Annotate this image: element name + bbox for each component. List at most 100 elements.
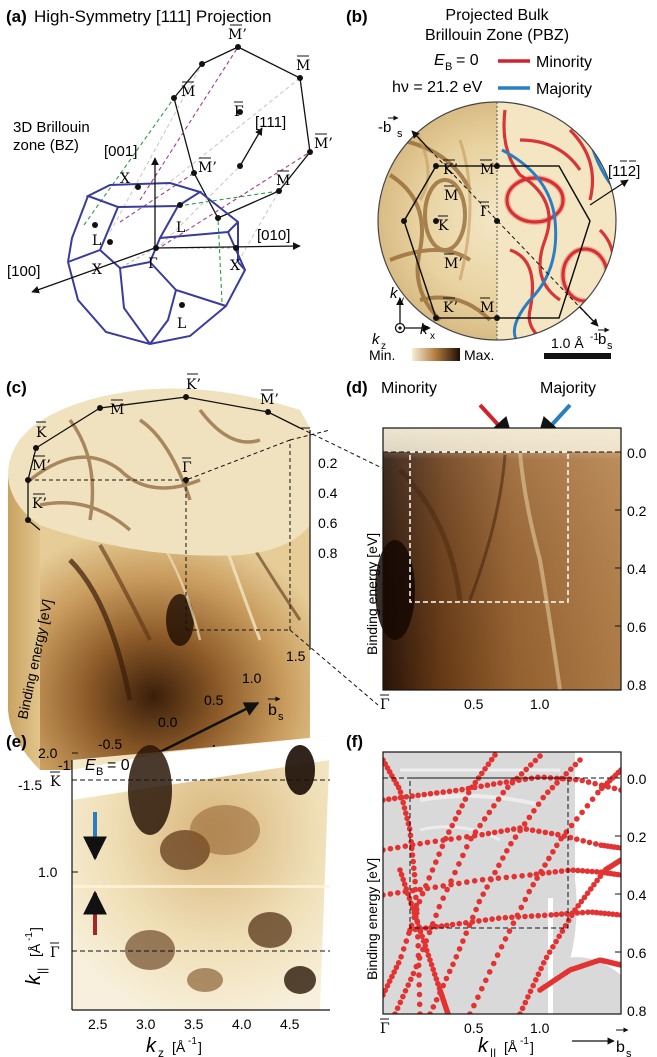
calc-band-dot bbox=[496, 863, 502, 869]
calc-band-dot bbox=[485, 782, 491, 788]
calc-band-dot bbox=[585, 803, 591, 809]
calc-band-dot bbox=[473, 780, 479, 786]
eb-label: E B = 0 bbox=[434, 52, 479, 73]
calc-band-dot bbox=[523, 1000, 529, 1006]
calc-band-dot bbox=[525, 994, 531, 1000]
calc-band-dot bbox=[456, 810, 462, 816]
arrow-majority-label: Majority bbox=[540, 380, 596, 397]
calc-band-dot bbox=[416, 963, 422, 969]
calc-band-dot bbox=[437, 904, 443, 910]
calc-band-dot bbox=[491, 803, 497, 809]
calc-band-dot bbox=[433, 913, 439, 919]
calc-band-dot bbox=[530, 983, 536, 989]
svg-text:y: y bbox=[399, 295, 404, 306]
calc-band-dot bbox=[403, 988, 409, 994]
svg-text:1.0: 1.0 bbox=[530, 696, 550, 712]
calc-band-dot bbox=[530, 827, 536, 833]
calc-band-dot bbox=[482, 766, 488, 772]
calc-band-dot bbox=[528, 989, 534, 995]
e-x-axis-label: k z [Å -1 ] bbox=[146, 1035, 202, 1057]
calc-band-dot bbox=[536, 829, 542, 835]
calc-band-dot bbox=[560, 776, 566, 782]
calc-band-dot bbox=[449, 823, 455, 829]
calc-band-dot bbox=[476, 918, 482, 924]
calc-band-dot bbox=[497, 780, 503, 786]
svg-text:]: ] bbox=[27, 927, 43, 931]
svg-text:||: || bbox=[490, 1046, 496, 1057]
calc-band-dot bbox=[392, 796, 398, 802]
svg-text:||: || bbox=[35, 968, 49, 974]
svg-text:]: ] bbox=[530, 1039, 534, 1055]
calc-band-dot bbox=[545, 789, 551, 795]
svg-text:= 0: = 0 bbox=[107, 757, 130, 774]
calc-band-dot bbox=[505, 827, 511, 833]
calc-band-dot bbox=[561, 833, 567, 839]
svg-text:K’: K’ bbox=[443, 162, 458, 178]
calc-band-dot bbox=[404, 816, 410, 822]
calc-band-dot bbox=[540, 795, 546, 801]
calc-band-dot bbox=[575, 910, 581, 916]
calc-band-dot bbox=[489, 757, 495, 763]
svg-text:B: B bbox=[445, 61, 452, 73]
svg-text:4.0: 4.0 bbox=[232, 1016, 252, 1032]
bs-minus-label: -b s bbox=[378, 118, 403, 140]
svg-text:[Å: [Å bbox=[172, 1039, 186, 1055]
calc-band-dot bbox=[417, 841, 423, 847]
svg-text:-1: -1 bbox=[24, 932, 35, 941]
calc-band-dot bbox=[450, 962, 456, 968]
calc-band-dot bbox=[404, 938, 410, 944]
calc-band-dot bbox=[488, 876, 494, 882]
f-x-ticks: Γ 0.5 1.0 bbox=[380, 1020, 550, 1037]
calc-band-dot bbox=[516, 914, 522, 920]
svg-text:E: E bbox=[85, 757, 96, 774]
calc-band-dot bbox=[553, 939, 559, 945]
svg-text:b: b bbox=[598, 331, 606, 348]
svg-text:[Å: [Å bbox=[27, 943, 43, 957]
calc-band-dot bbox=[560, 928, 566, 934]
svg-text:3.5: 3.5 bbox=[184, 1016, 204, 1032]
bs-plus-arrow bbox=[580, 307, 598, 326]
calc-band-dot bbox=[399, 872, 405, 878]
calc-band-dot bbox=[398, 954, 404, 960]
calc-band-dot bbox=[419, 934, 425, 940]
calc-band-dot bbox=[456, 861, 462, 867]
svg-text:2.5: 2.5 bbox=[88, 1016, 108, 1032]
svg-text:K’: K’ bbox=[186, 377, 201, 393]
calc-band-dot bbox=[413, 887, 419, 893]
svg-text:Γ: Γ bbox=[480, 204, 490, 220]
calc-band-dot bbox=[454, 954, 460, 960]
calc-band-dot bbox=[569, 823, 575, 829]
calc-band-dot bbox=[511, 826, 517, 832]
calc-band-dot bbox=[544, 955, 550, 961]
calc-band-dot bbox=[386, 796, 392, 802]
svg-text:0.5: 0.5 bbox=[464, 696, 484, 712]
svg-text:0.5: 0.5 bbox=[464, 1020, 484, 1036]
calc-band-dot bbox=[471, 1003, 477, 1009]
calc-band-dot bbox=[440, 837, 446, 843]
calc-band-dot bbox=[495, 952, 501, 958]
calc-band-dot bbox=[460, 853, 466, 859]
calc-band-dot bbox=[412, 879, 418, 885]
pt-m-top-right: M bbox=[296, 58, 310, 74]
svg-text:x: x bbox=[430, 331, 435, 342]
svg-text:E: E bbox=[434, 52, 445, 69]
calc-band-dot bbox=[436, 851, 442, 857]
calc-band-dot bbox=[535, 913, 541, 919]
calc-band-dot bbox=[523, 767, 529, 773]
calc-band-dot bbox=[482, 816, 488, 822]
calc-band-dot bbox=[464, 844, 470, 850]
calc-band-dot bbox=[400, 994, 406, 1000]
panel-e: (e) E B = 0 2.0 K 1.0 Γ bbox=[6, 732, 330, 1057]
calc-band-dot bbox=[590, 796, 596, 802]
calc-band-dot bbox=[479, 986, 485, 992]
calc-band-dot bbox=[546, 856, 552, 862]
svg-text:s: s bbox=[397, 128, 403, 140]
calc-band-dot bbox=[400, 800, 406, 806]
svg-text:Γ: Γ bbox=[380, 1021, 390, 1037]
calc-band-dot bbox=[528, 762, 534, 768]
calc-band-dot bbox=[434, 997, 440, 1003]
svg-text:1.0: 1.0 bbox=[242, 670, 262, 686]
calc-band-dot bbox=[599, 783, 605, 789]
calc-band-dot bbox=[410, 859, 416, 865]
calc-band-dot bbox=[480, 877, 486, 883]
